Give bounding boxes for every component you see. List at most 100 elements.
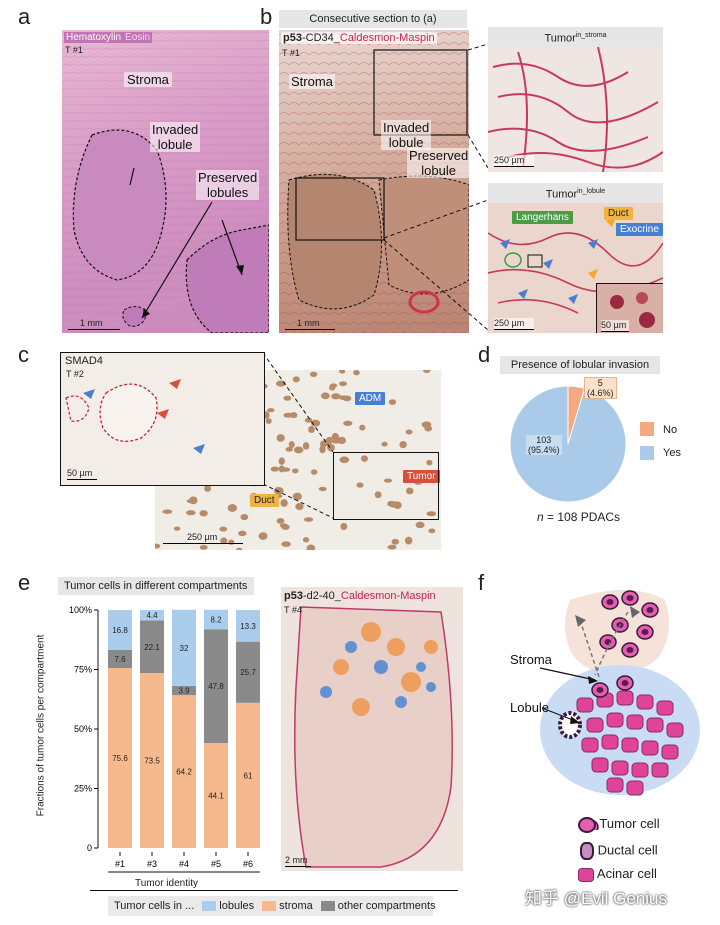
caldesmon-label: Caldesmon-Maspin [339,32,435,44]
panel-e-image: p53-d2-40_Caldesmon-Maspin T #4 2 mm [281,587,463,871]
invaded-lobule-label: Invaded lobule [150,122,201,152]
slice-no-label: 5 (4.6%) [584,377,617,399]
bar-segment-lobules [172,609,196,686]
watermark: 知乎 @Evil Genius [525,889,667,908]
acinar-cell [626,714,644,730]
data-label: 7.6 [114,655,126,664]
data-label: 13.3 [240,622,256,631]
panel-b-label: b [260,4,273,29]
tumor-cell-nucleus [606,599,614,605]
nucleus [331,432,339,441]
langerhans-tag: Langerhans [512,211,573,224]
stroma-label: Stroma [510,652,552,667]
nucleus [204,484,212,492]
exocrine-tag: Exocrine [616,223,663,236]
data-label: 22.1 [144,643,160,652]
stroma-label: Stroma [289,74,335,89]
zoomed-cells-drawing [610,292,655,328]
ihc-stain-title: p53-CD34_Caldesmon-Maspin [281,32,437,44]
y-tick-label: 50% [74,724,92,734]
nucleus [220,537,228,545]
n-symbol: n [537,510,544,524]
legend-prefix: Tumor cells in ... [114,900,195,912]
bar-segment-other-compartments [172,685,196,696]
ductal-cell-icon [580,842,594,860]
nucleus [339,381,348,387]
smad4-stain-label: SMAD4 [65,355,103,367]
scale-bar-label: 250 µm [494,318,525,328]
preserved-lobules-label: Preserved lobules [196,170,260,200]
preserved-lobule-label: Preserved lobule [407,148,469,178]
legend-lobules-label: lobules [219,900,255,912]
tumor-id: T #1 [65,45,83,55]
scale-bar: 250 µm [163,532,243,544]
nucleus [238,530,247,537]
data-label: 25.7 [240,668,256,677]
nucleus [162,509,173,514]
panel-e-label: e [18,570,31,595]
nucleus [199,544,208,550]
nucleus [389,501,399,508]
nucleus [343,420,353,426]
tumor-cell-nucleus [626,595,634,601]
scale-bar-label: 250 µm [187,532,218,542]
scale-bar: 1 mm [285,318,335,330]
legend-tumor: Tumor cell [578,816,660,833]
nucleus [374,491,382,499]
bar-segment-other-compartments [204,629,228,744]
panel-f-label: f [478,570,485,595]
legend-acinar-label: Acinar cell [596,866,657,881]
nucleus [340,522,348,531]
nucleus [318,486,327,492]
panel-e-header: Tumor cells in different compartments [58,577,254,595]
scale-bar-label: 50 µm [601,320,627,330]
nucleus [185,510,196,516]
legend-ductal: Ductal cell [578,842,658,860]
nucleus [285,447,293,452]
bar-segment-lobules [236,610,260,642]
bar-segment-other-compartments [108,649,132,669]
nucleus [353,370,360,376]
nucleus [404,536,413,545]
legend-tumor-label: Tumor cell [599,816,660,831]
acinar-cell [616,690,634,706]
smad4-inset-drawing [65,379,205,454]
legend-other-label: other compartments [337,900,436,912]
nucleus [421,421,432,428]
scale-bar: 50 µm [601,320,629,332]
data-label: 75.6 [112,754,128,763]
x-tick-label: #4 [179,859,189,869]
lobule-label: Lobule [510,700,550,715]
stroma-label: Stroma [124,72,172,87]
nucleus [292,492,302,501]
legend-ductal-label: Ductal cell [597,842,658,858]
nucleus [339,370,346,374]
scale-bar-label: 1 mm [80,318,103,328]
bar-segment-stroma [140,673,164,848]
nucleus [308,425,315,434]
acinar-cell [666,722,684,738]
acinar-cell [621,737,639,753]
data-label: 47.8 [208,682,224,691]
bar-segment-lobules [204,609,228,630]
sample-size-label: n = 108 PDACs [537,510,620,524]
hematoxylin-label: Hematoxylin [64,32,124,43]
y-tick-label: 25% [74,784,92,794]
inset-lobule-superscript: in_lobule [577,188,606,195]
acinar-cell-icon [578,867,594,882]
acinar-cell [611,760,629,776]
nucleus [304,417,313,423]
bar-segment-stroma [172,695,196,848]
tissue-overview-drawing [294,606,453,868]
x-tick-label: #3 [147,859,157,869]
nucleus [270,466,280,472]
data-label: 32 [180,644,189,653]
nucleus [339,456,350,464]
nucleus [279,523,288,528]
data-label: 8.2 [210,616,222,625]
roi-box [333,452,439,520]
bar-segment-lobules [108,610,132,650]
cd34-label: -CD34_ [301,32,340,44]
d2-40-label: -d2-40_ [302,590,341,602]
inset-lobule-title: Tumor [545,188,578,201]
